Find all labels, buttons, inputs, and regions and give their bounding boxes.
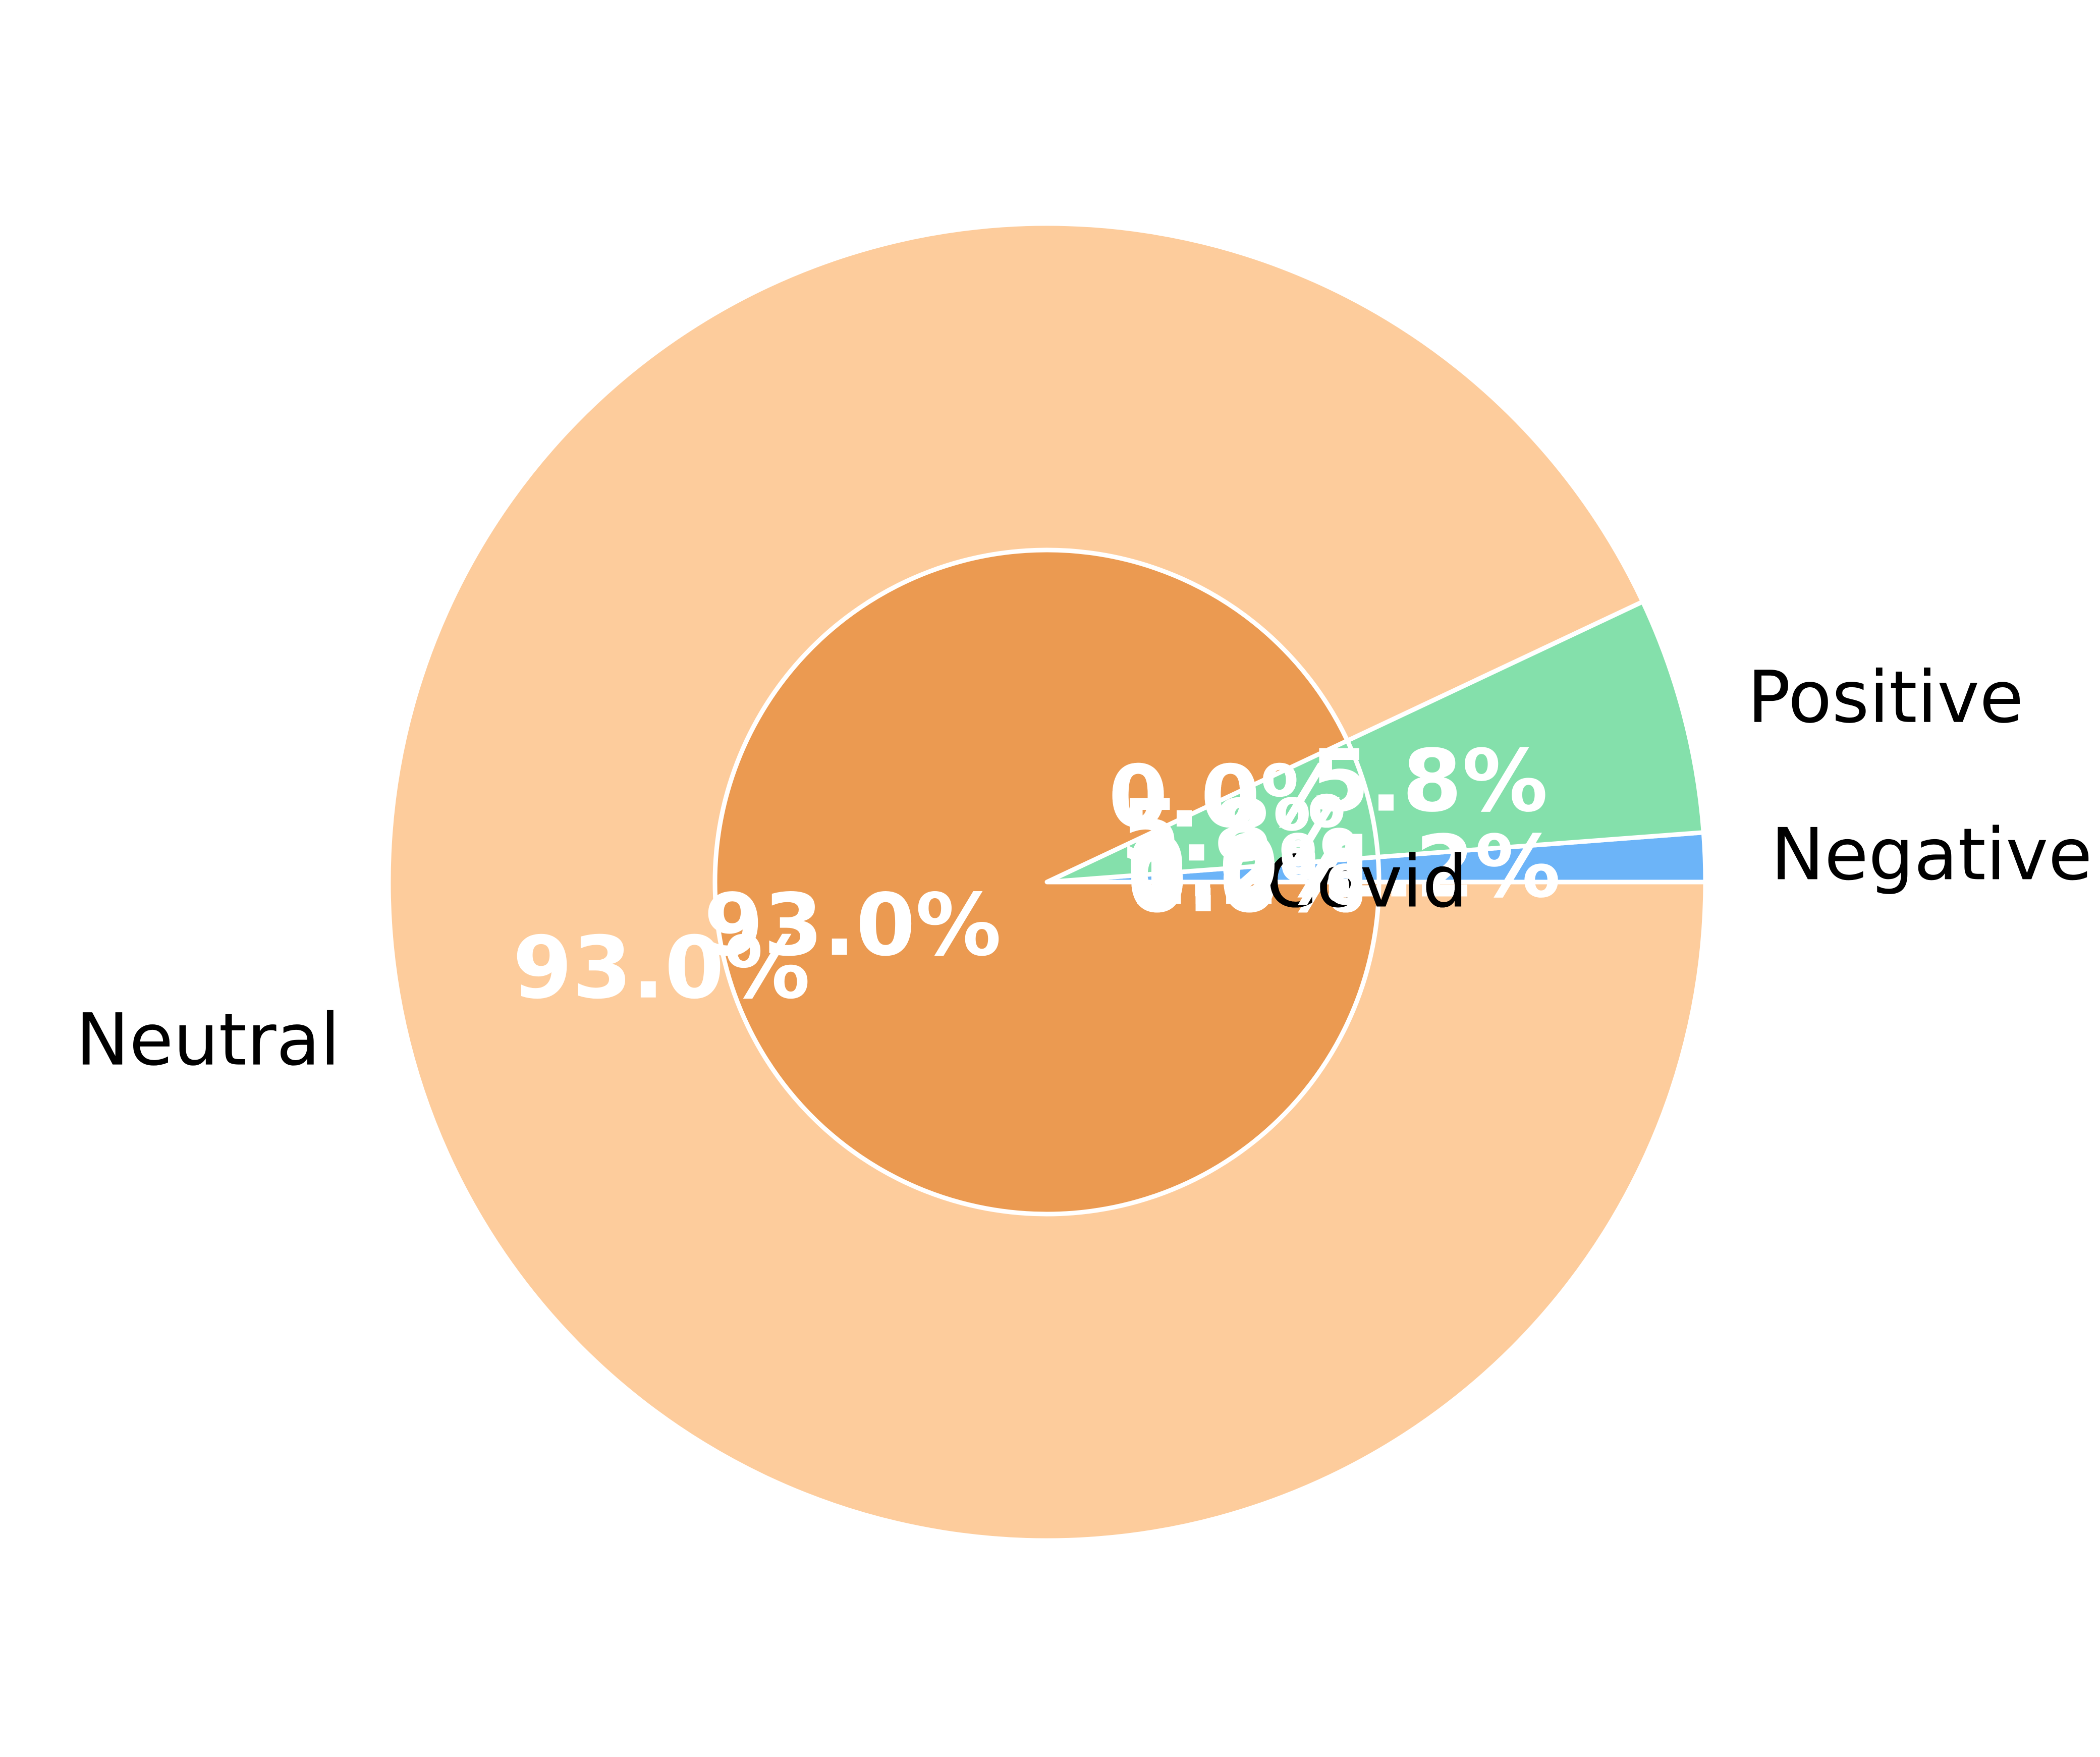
outer-category-label-neutral-2: Neutral bbox=[76, 999, 340, 1082]
outer-category-label-negative-0: Negative bbox=[1771, 813, 2092, 896]
inner-pct-label-5: 5.8% bbox=[1121, 781, 1358, 881]
inner-pct-label-7: 0.0% bbox=[1108, 747, 1346, 847]
inner-pct-label-0: 0.0% bbox=[1127, 832, 1365, 932]
inner-pct-label-3: 1.2% bbox=[1127, 825, 1365, 924]
outer-ring-labels: 1.2% Negative 5.8% Positive 93.0% Neutral bbox=[76, 656, 2092, 1082]
inner-category-label-covid-1: Covid bbox=[1266, 841, 1468, 924]
inner-pct-label-6: 0.0% bbox=[1108, 747, 1346, 847]
inner-pct-label-8: 93.0% bbox=[704, 875, 1002, 975]
inner-ring-labels: 0.0%Covid0.0%Covid0.0%Covid1.2%0.0%5.8%0… bbox=[704, 747, 1468, 975]
outer-pct-label-2: 93.0% bbox=[513, 918, 810, 1018]
inner-wedge-unlabeled-8 bbox=[712, 547, 1381, 1217]
inner-pct-label-2: 0.0% bbox=[1127, 832, 1365, 932]
outer-pct-label-0: 1.2% bbox=[1323, 817, 1561, 917]
inner-pct-label-1: 0.0% bbox=[1127, 832, 1365, 932]
inner-pct-label-4: 0.0% bbox=[1127, 817, 1364, 917]
outer-category-label-positive-1: Positive bbox=[1747, 656, 2023, 739]
inner-category-label-covid-2: Covid bbox=[1266, 841, 1468, 924]
outer-pct-label-1: 5.8% bbox=[1310, 732, 1548, 832]
inner-category-label-covid-0: Covid bbox=[1266, 841, 1468, 924]
inner-wedge-unlabeled-5 bbox=[1044, 738, 1380, 885]
inner-ring bbox=[712, 547, 1381, 1217]
